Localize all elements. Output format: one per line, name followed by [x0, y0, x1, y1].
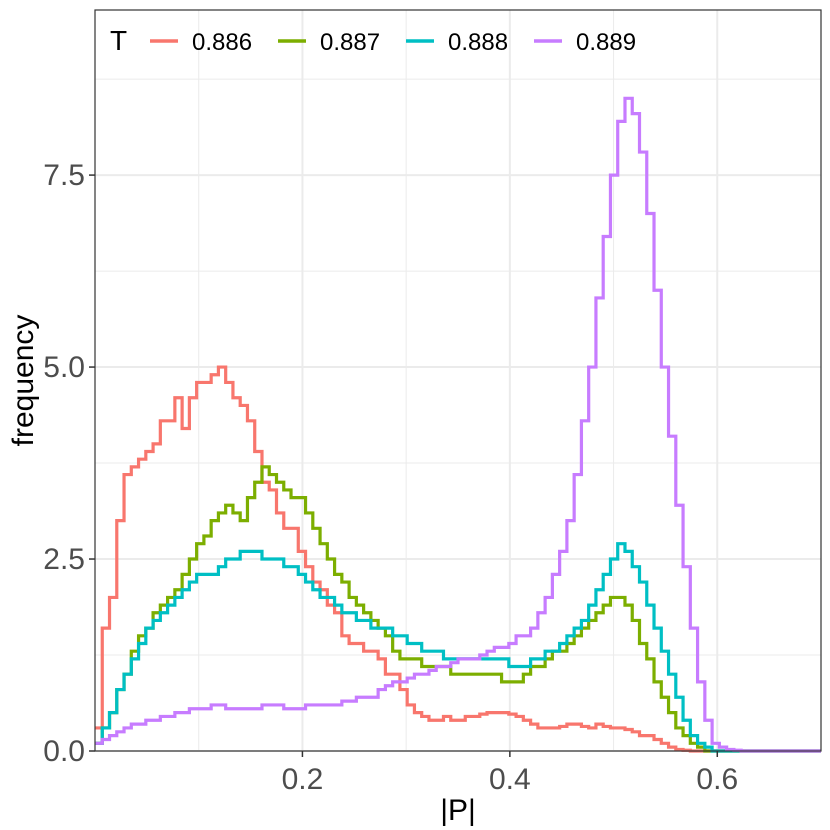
y-tick-label: 5.0	[43, 351, 85, 384]
series-line-0.886	[95, 365, 821, 753]
plot-panel-border	[94, 9, 822, 752]
series-line-0.888	[95, 542, 821, 753]
series-line-0.887	[95, 465, 821, 753]
legend: T 0.886 0.887 0.888 0.889	[110, 25, 636, 56]
axis-ticks: 0.2 0.4 0.6 0.0 2.5 5.0 7.5	[43, 159, 738, 796]
x-axis-title: |P|	[440, 794, 476, 827]
legend-label: 0.886	[192, 29, 252, 56]
series-lines	[95, 96, 821, 753]
legend-title: T	[110, 25, 127, 56]
y-tick-label: 0.0	[43, 735, 85, 768]
series-line-0.889	[95, 96, 821, 753]
y-axis-title: frequency	[7, 315, 40, 447]
x-tick-label: 0.6	[696, 763, 738, 796]
x-tick-label: 0.2	[282, 763, 324, 796]
legend-label: 0.887	[320, 29, 380, 56]
y-tick-label: 7.5	[43, 159, 85, 192]
x-tick-label: 0.4	[489, 763, 531, 796]
legend-label: 0.889	[576, 29, 636, 56]
y-tick-label: 2.5	[43, 543, 85, 576]
legend-label: 0.888	[448, 29, 508, 56]
